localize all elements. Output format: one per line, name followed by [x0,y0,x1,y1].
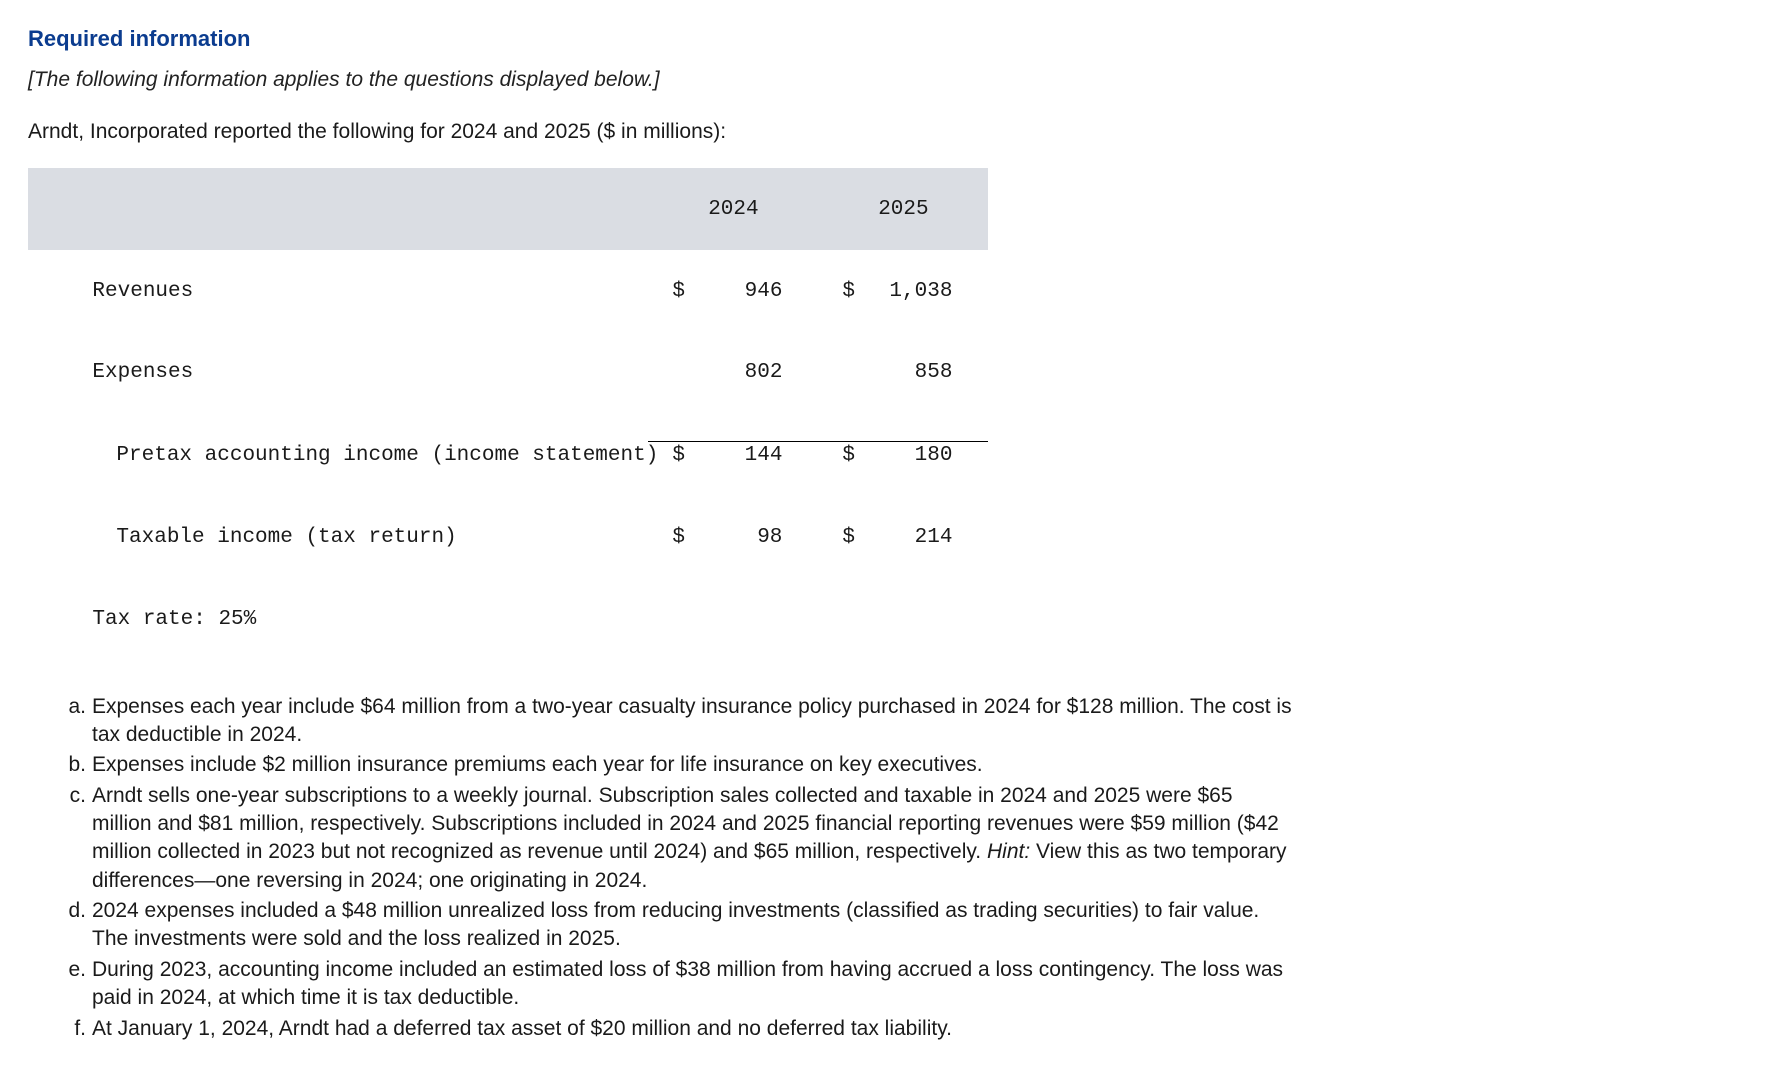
revenues-2024: $946 [648,278,818,305]
note-marker-f: f. [64,1015,92,1043]
note-text-f: At January 1, 2024, Arndt had a deferred… [92,1015,1294,1043]
expenses-2024: 802 [648,359,818,386]
note-text-e: During 2023, accounting income included … [92,956,1294,1013]
note-c-hint-label: Hint: [987,840,1030,863]
required-info-heading: Required information [28,24,1740,54]
row-label-revenues: Revenues [78,278,648,305]
row-label-expenses: Expenses [78,359,648,386]
note-marker-e: e. [64,956,92,1013]
company-lead-text: Arndt, Incorporated reported the followi… [28,118,1740,146]
row-label-taxrate: Tax rate: 25% [78,606,648,633]
row-label-pretax: Pretax accounting income (income stateme… [78,442,648,469]
row-label-taxable: Taxable income (tax return) [78,524,648,551]
table-row: Tax rate: 25% [28,579,988,661]
list-item: f. At January 1, 2024, Arndt had a defer… [64,1015,1294,1043]
table-header-row: 20242025 [28,168,988,250]
note-text-b: Expenses include $2 million insurance pr… [92,751,1294,779]
note-marker-c: c. [64,782,92,895]
revenues-2025: $1,038 [818,278,988,305]
financial-table: 20242025 Revenues$946$1,038 Expenses8028… [28,168,988,660]
pretax-2024: $144 [648,441,818,469]
list-item: c. Arndt sells one-year subscriptions to… [64,782,1294,895]
expenses-2025: 858 [818,359,988,386]
note-marker-a: a. [64,693,92,750]
pretax-2025: $180 [818,441,988,469]
list-item: b. Expenses include $2 million insurance… [64,751,1294,779]
table-row: Expenses802858 [28,332,988,414]
note-text-d: 2024 expenses included a $48 million unr… [92,897,1294,954]
taxable-2024: $98 [648,524,818,551]
note-text-a: Expenses each year include $64 million f… [92,693,1294,750]
table-row: Revenues$946$1,038 [28,250,988,332]
note-marker-b: b. [64,751,92,779]
note-text-c: Arndt sells one-year subscriptions to a … [92,782,1294,895]
table-row: Pretax accounting income (income stateme… [28,414,988,497]
table-header-year2: 2025 [818,196,988,223]
intro-note: [The following information applies to th… [28,66,1740,94]
list-item: d. 2024 expenses included a $48 million … [64,897,1294,954]
table-row: Taxable income (tax return)$98$214 [28,497,988,579]
list-item: e. During 2023, accounting income includ… [64,956,1294,1013]
table-header-year1: 2024 [648,196,818,223]
note-marker-d: d. [64,897,92,954]
notes-list: a. Expenses each year include $64 millio… [64,693,1294,1043]
taxable-2025: $214 [818,524,988,551]
list-item: a. Expenses each year include $64 millio… [64,693,1294,750]
